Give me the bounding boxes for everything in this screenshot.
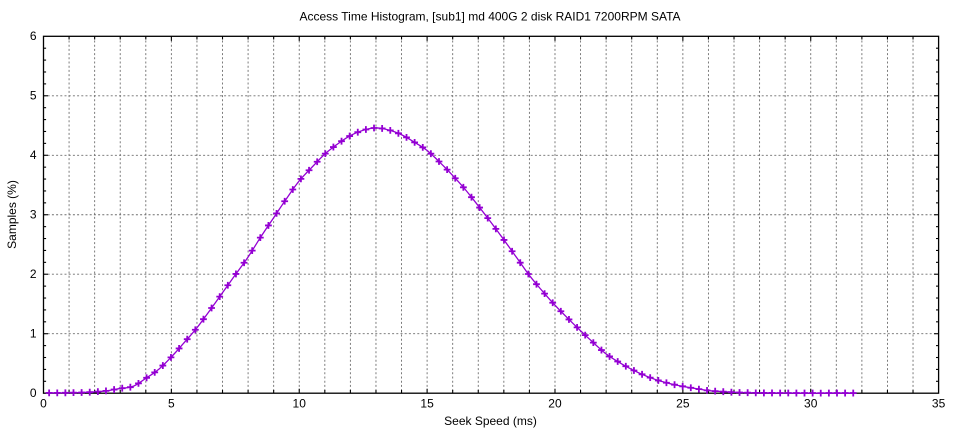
svg-text:25: 25 [676,397,690,411]
svg-text:15: 15 [420,397,434,411]
svg-text:30: 30 [804,397,818,411]
svg-text:20: 20 [548,397,562,411]
svg-text:0: 0 [40,397,47,411]
svg-text:5: 5 [30,89,37,103]
svg-text:1: 1 [30,327,37,341]
svg-text:Samples (%): Samples (%) [5,180,19,249]
svg-text:35: 35 [932,397,946,411]
svg-text:Seek Speed (ms): Seek Speed (ms) [444,414,537,428]
svg-text:5: 5 [168,397,175,411]
svg-text:10: 10 [293,397,307,411]
svg-text:2: 2 [30,267,37,281]
svg-text:0: 0 [30,386,37,400]
svg-text:6: 6 [30,29,37,43]
svg-text:3: 3 [30,208,37,222]
svg-text:4: 4 [30,148,37,162]
svg-text:Access Time Histogram, [sub1]: Access Time Histogram, [sub1] md 400G 2 … [299,10,680,24]
